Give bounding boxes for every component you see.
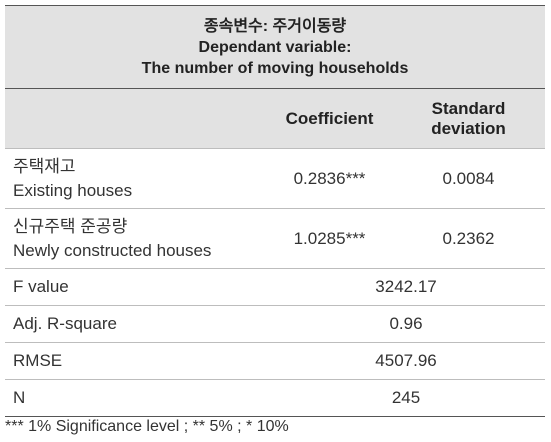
stat-label: F value — [5, 268, 267, 306]
stat-row: RMSE 4507.96 — [5, 342, 546, 380]
title-line: 종속변수: 주거이동량 — [203, 17, 347, 35]
stat-label: RMSE — [5, 342, 267, 380]
title-line: Dependant variable: — [198, 38, 352, 56]
regression-table: 종속변수: 주거이동량 Dependant variable: The numb… — [5, 5, 546, 417]
title-row: 종속변수: 주거이동량 Dependant variable: The numb… — [5, 5, 546, 89]
column-header: Standard deviation — [392, 88, 546, 149]
stat-value: 4507.96 — [267, 342, 546, 380]
stat-value: 245 — [267, 379, 546, 417]
label-ko: 주택재고 — [13, 156, 76, 176]
stat-row: Adj. R-square 0.96 — [5, 305, 546, 343]
empty-header — [5, 88, 267, 149]
coefficient: 0.2836*** — [267, 148, 392, 209]
standard-deviation: 0.2362 — [392, 208, 546, 269]
column-header-row: Coefficient Standard deviation — [5, 88, 546, 149]
variable-label: 주택재고 Existing houses — [5, 148, 267, 209]
variable-row: 주택재고 Existing houses 0.2836*** 0.0084 — [5, 148, 546, 209]
stat-label: N — [5, 379, 267, 417]
variable-label: 신규주택 준공량 Newly constructed houses — [5, 208, 267, 269]
title-line: The number of moving households — [141, 59, 409, 77]
label-en: Existing houses — [13, 180, 133, 200]
stat-value: 0.96 — [267, 305, 546, 343]
column-header: Coefficient — [267, 88, 392, 149]
stat-value: 3242.17 — [267, 268, 546, 306]
label-ko: 신규주택 준공량 — [13, 216, 128, 236]
variable-row: 신규주택 준공량 Newly constructed houses 1.0285*… — [5, 208, 546, 269]
stat-row: F value 3242.17 — [5, 268, 546, 306]
table-wrap: 종속변수: 주거이동량 Dependant variable: The numb… — [5, 5, 546, 417]
label-en: Newly constructed houses — [13, 240, 212, 260]
coefficient: 1.0285*** — [267, 208, 392, 269]
standard-deviation: 0.0084 — [392, 148, 546, 209]
stat-row: N 245 — [5, 379, 546, 417]
footnote: *** 1% Significance level ; ** 5% ; * 10… — [5, 418, 289, 435]
title-cell: 종속변수: 주거이동량 Dependant variable: The numb… — [5, 5, 546, 89]
stat-label: Adj. R-square — [5, 305, 267, 343]
